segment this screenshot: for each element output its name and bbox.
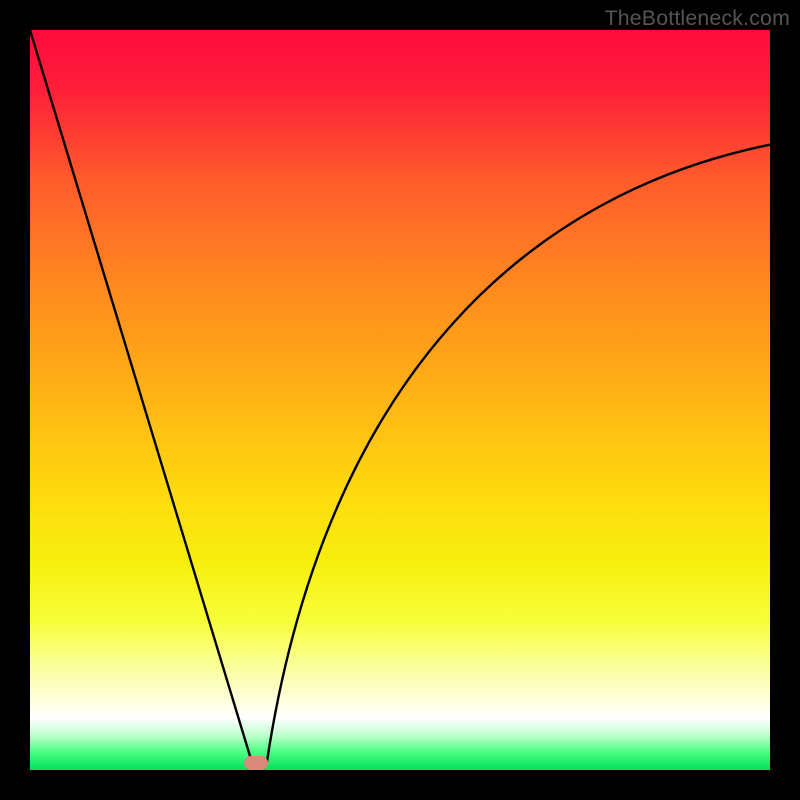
- minimum-marker: [244, 756, 268, 770]
- plot-gradient-fill: [30, 30, 770, 770]
- chart-stage: TheBottleneck.com: [0, 0, 800, 800]
- watermark-text: TheBottleneck.com: [605, 6, 790, 31]
